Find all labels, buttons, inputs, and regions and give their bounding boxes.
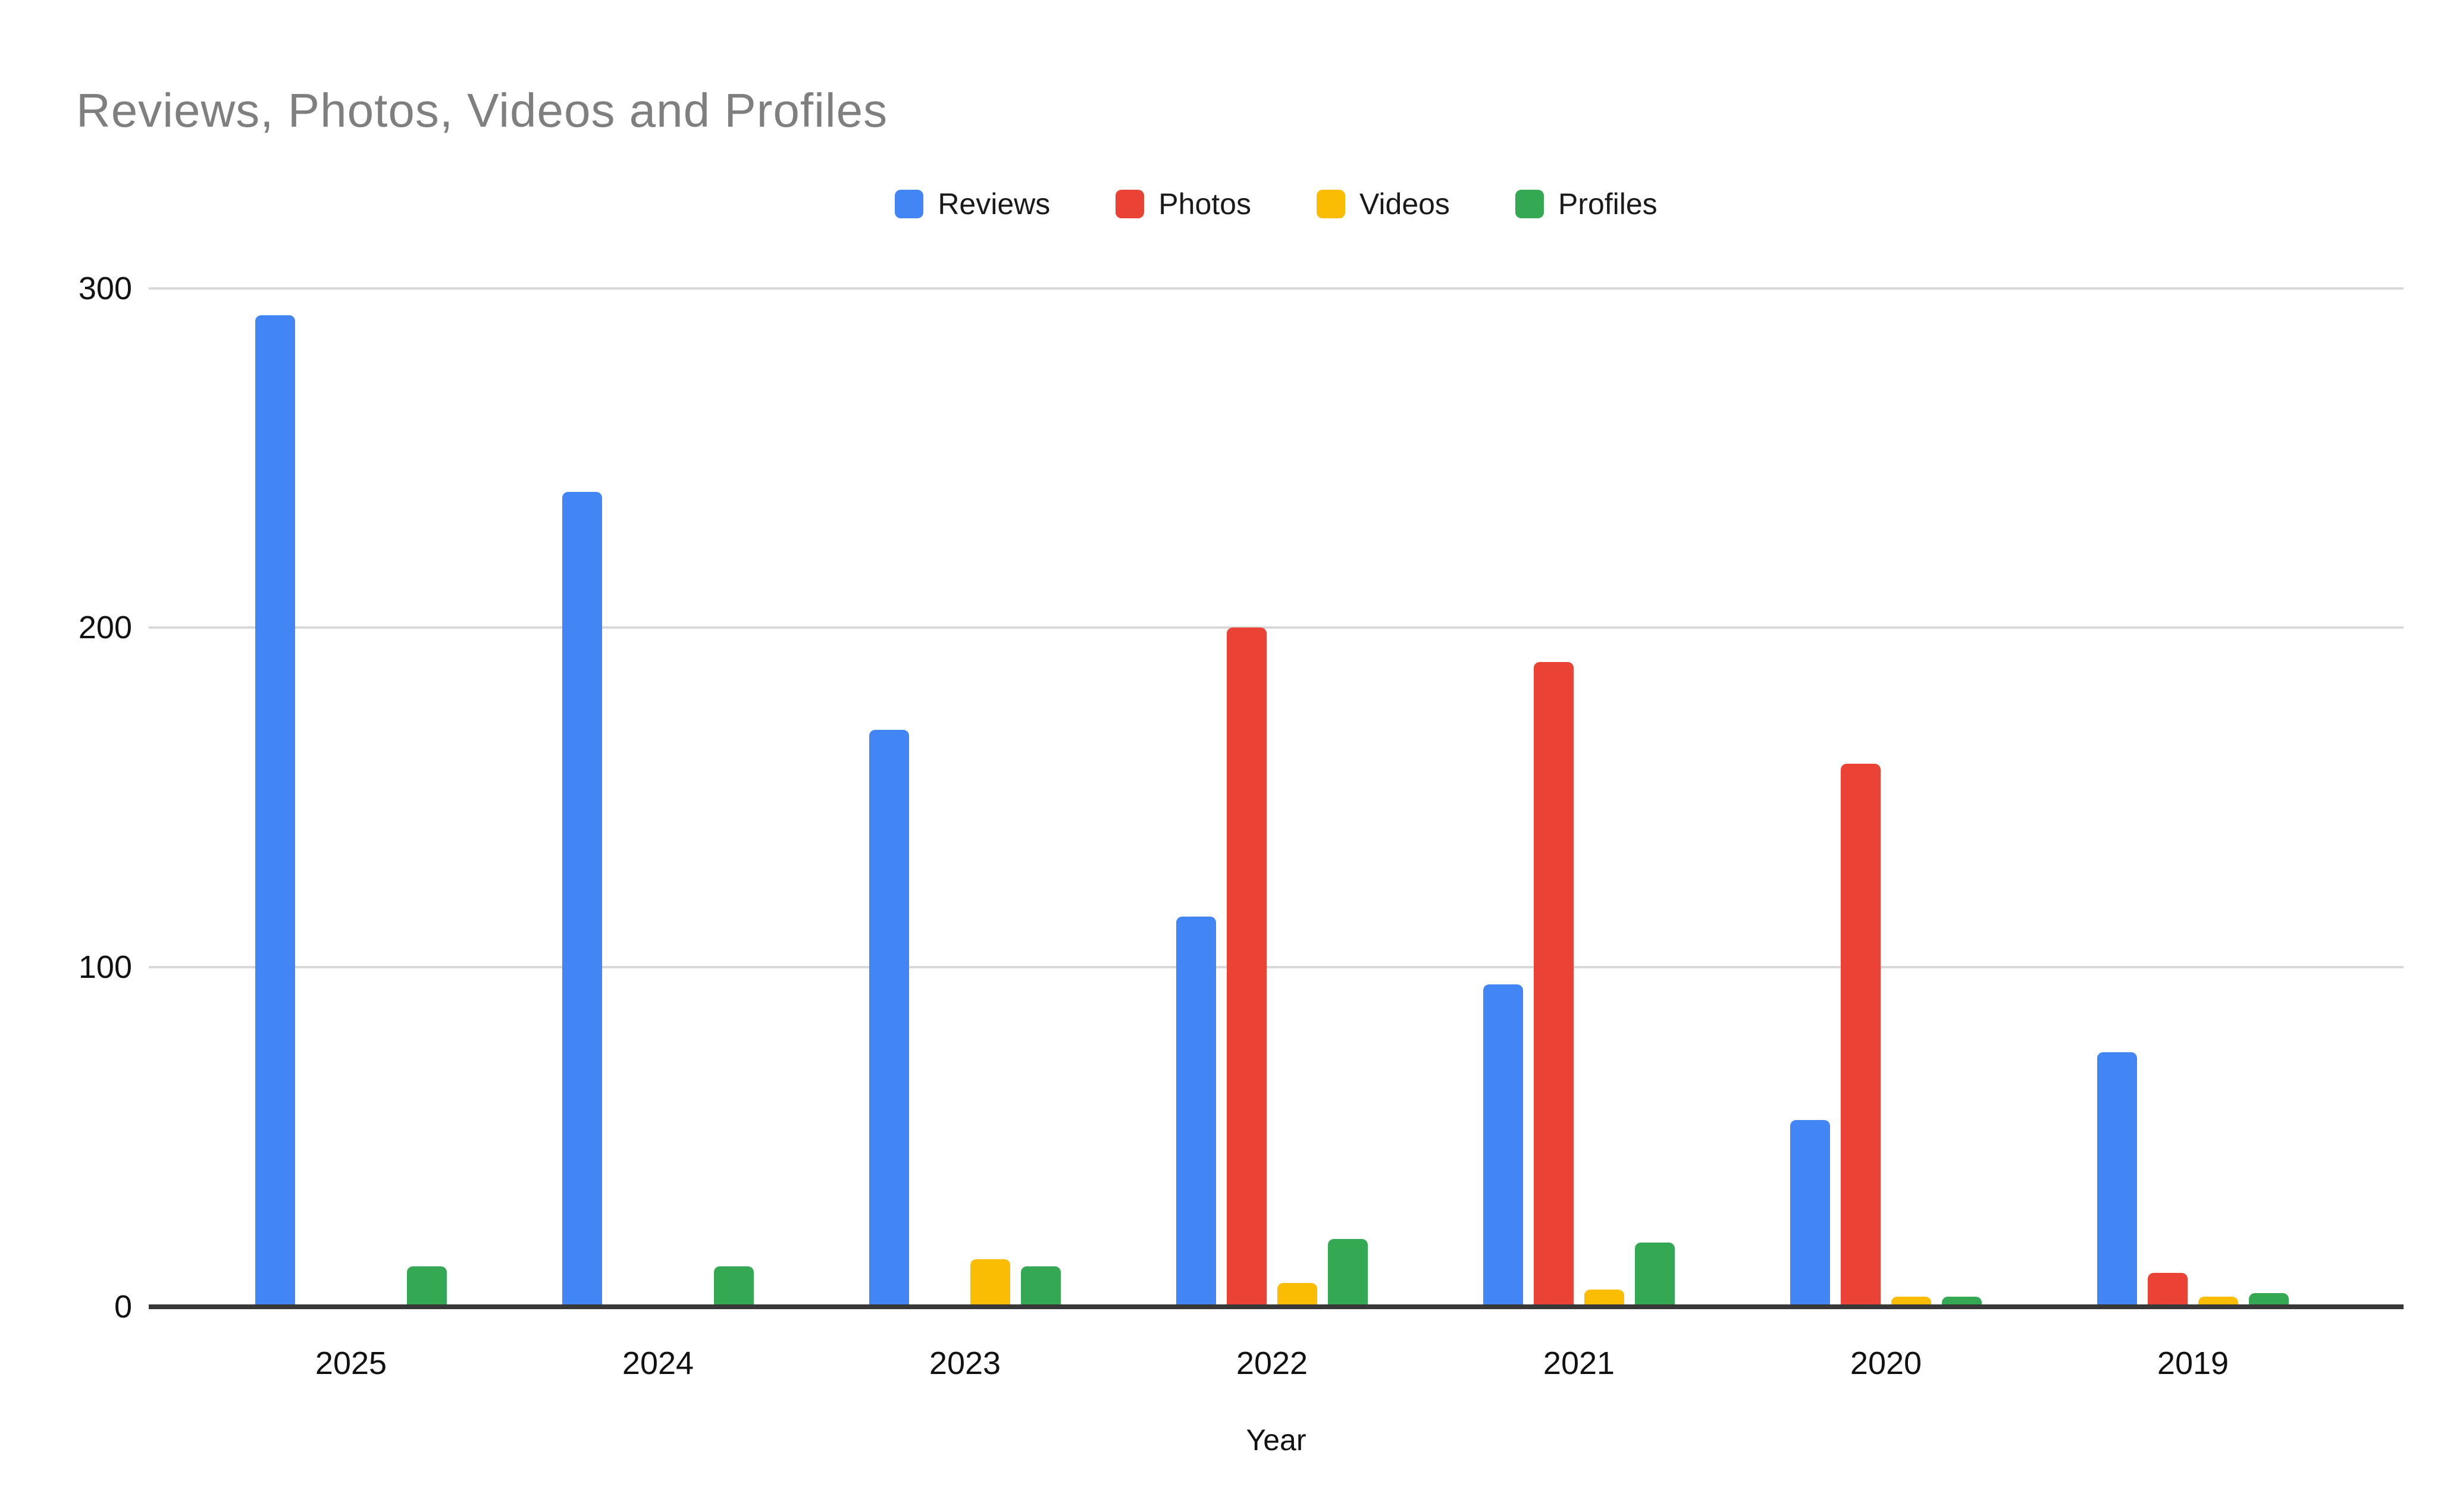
bar-profiles-2023[interactable] bbox=[1021, 1266, 1061, 1307]
legend-swatch-profiles bbox=[1515, 190, 1544, 218]
bar-profiles-2019[interactable] bbox=[2249, 1293, 2289, 1307]
y-axis-tick-0: 0 bbox=[114, 1289, 132, 1325]
y-axis-tick-200: 200 bbox=[78, 610, 132, 646]
legend: Reviews Photos Videos Profiles bbox=[149, 183, 2404, 225]
legend-item-profiles[interactable]: Profiles bbox=[1515, 189, 1658, 219]
bar-profiles-2022[interactable] bbox=[1328, 1238, 1368, 1307]
legend-swatch-reviews bbox=[895, 190, 924, 218]
bar-reviews-2021[interactable] bbox=[1483, 984, 1523, 1307]
legend-item-photos[interactable]: Photos bbox=[1116, 189, 1251, 219]
bar-reviews-2022[interactable] bbox=[1176, 916, 1216, 1307]
legend-label-profiles: Profiles bbox=[1558, 187, 1658, 221]
legend-item-reviews[interactable]: Reviews bbox=[895, 189, 1050, 219]
y-axis-tick-300: 300 bbox=[78, 270, 132, 306]
x-axis-label-2022: 2022 bbox=[1236, 1345, 1308, 1381]
x-axis-label-2025: 2025 bbox=[315, 1345, 387, 1381]
bar-videos-2020[interactable] bbox=[1891, 1296, 1931, 1307]
x-axis-label-2019: 2019 bbox=[2157, 1345, 2229, 1381]
legend-label-videos: Videos bbox=[1359, 187, 1450, 221]
y-axis-tick-100: 100 bbox=[78, 949, 132, 986]
x-axis-line bbox=[149, 1304, 2404, 1309]
x-axis-label-2020: 2020 bbox=[1850, 1345, 1922, 1381]
gridline-100 bbox=[149, 966, 2404, 969]
bar-photos-2021[interactable] bbox=[1534, 661, 1574, 1307]
x-axis-label-2024: 2024 bbox=[622, 1345, 694, 1381]
gridline-300 bbox=[149, 287, 2404, 290]
bar-photos-2019[interactable] bbox=[2148, 1272, 2188, 1307]
bar-reviews-2023[interactable] bbox=[869, 729, 909, 1307]
bar-profiles-2021[interactable] bbox=[1635, 1242, 1675, 1307]
bar-videos-2021[interactable] bbox=[1584, 1290, 1624, 1307]
legend-swatch-photos bbox=[1116, 190, 1145, 218]
bar-profiles-2024[interactable] bbox=[714, 1266, 754, 1307]
x-axis-title: Year bbox=[1246, 1423, 1306, 1457]
gridline-200 bbox=[149, 626, 2404, 629]
bar-profiles-2020[interactable] bbox=[1942, 1296, 1982, 1307]
bar-reviews-2025[interactable] bbox=[255, 315, 295, 1307]
legend-label-reviews: Reviews bbox=[938, 187, 1051, 221]
bar-profiles-2025[interactable] bbox=[407, 1266, 447, 1307]
bar-reviews-2020[interactable] bbox=[1790, 1120, 1830, 1307]
bar-videos-2022[interactable] bbox=[1277, 1283, 1317, 1307]
legend-item-videos[interactable]: Videos bbox=[1316, 187, 1450, 221]
bar-photos-2022[interactable] bbox=[1227, 628, 1267, 1307]
x-axis-label-2023: 2023 bbox=[929, 1345, 1001, 1381]
legend-swatch-videos bbox=[1316, 190, 1345, 218]
x-axis-label-2021: 2021 bbox=[1543, 1345, 1615, 1381]
bar-reviews-2019[interactable] bbox=[2097, 1052, 2137, 1307]
bar-photos-2020[interactable] bbox=[1841, 763, 1881, 1307]
bar-videos-2019[interactable] bbox=[2198, 1296, 2238, 1307]
legend-label-photos: Photos bbox=[1158, 187, 1251, 221]
bar-videos-2023[interactable] bbox=[970, 1259, 1010, 1307]
chart-title: Reviews, Photos, Videos and Profiles bbox=[76, 84, 888, 137]
bar-reviews-2024[interactable] bbox=[562, 492, 602, 1307]
